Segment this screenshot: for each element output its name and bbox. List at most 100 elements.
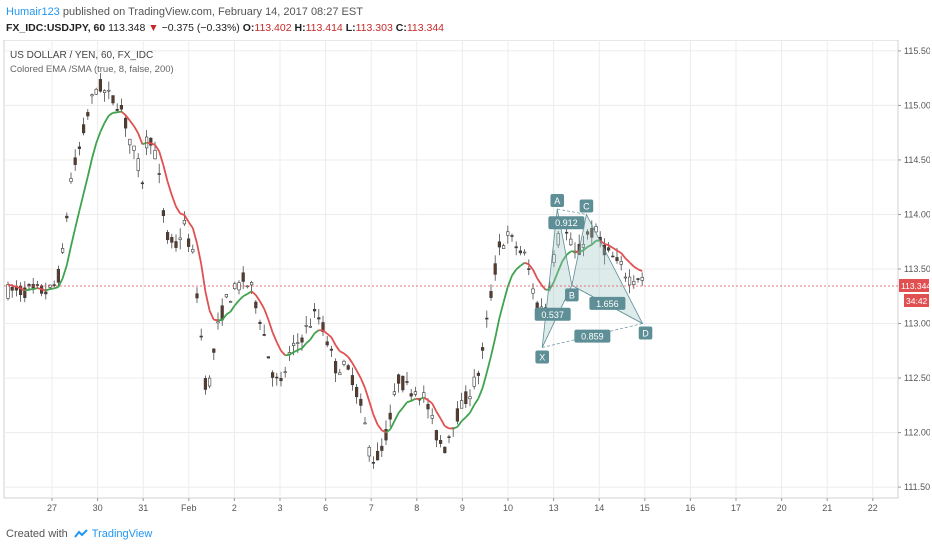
tradingview-logo[interactable]: TradingView (73, 528, 152, 540)
x-tick-label: 14 (594, 503, 604, 513)
ema-segment (566, 250, 572, 256)
candle-body (506, 231, 510, 236)
ema-segment (45, 288, 51, 292)
candle-body (35, 284, 39, 286)
low-label: L: (345, 22, 356, 34)
ema-segment (99, 122, 106, 133)
candle-body (501, 245, 506, 249)
y-tick-label: 115.000 (904, 100, 930, 110)
publish-line: Humair123 published on TradingView.com, … (6, 6, 363, 18)
ema-segment (591, 240, 597, 246)
x-tick-label: 7 (369, 503, 374, 513)
candle-body (82, 124, 86, 134)
ema-segment (142, 141, 147, 146)
candle-body (426, 403, 430, 410)
close-value: 113.344 (406, 22, 445, 34)
candle-body (447, 436, 451, 438)
candle-body (229, 301, 233, 303)
ema-segment (604, 242, 609, 247)
ema-segment (351, 362, 358, 371)
ema-segment (95, 131, 102, 144)
candle-body (170, 237, 174, 243)
candle-body (65, 215, 69, 219)
ema-segment (419, 396, 425, 400)
candle-body (266, 356, 271, 359)
candle-body (90, 94, 94, 97)
candle-body (472, 376, 476, 387)
candle-body (275, 376, 279, 379)
ema-segment (103, 115, 110, 124)
candle-body (443, 446, 447, 454)
ema-segment (372, 414, 379, 425)
pattern-point-label: D (642, 329, 649, 339)
ema-segment (221, 313, 228, 321)
candle-body (199, 335, 203, 338)
pattern-point-label-bg (579, 199, 594, 213)
close-label: C: (395, 22, 407, 34)
candle-body (581, 243, 585, 248)
candle-body (640, 277, 644, 281)
ema-segment (532, 269, 539, 279)
author-link[interactable]: Humair123 (6, 6, 60, 18)
ema-segment (82, 176, 89, 194)
ema-segment (229, 304, 236, 313)
chart-header: Humair123 published on TradingView.com, … (0, 0, 932, 40)
candle-body (107, 89, 111, 92)
ema-segment (285, 353, 290, 357)
ema-segment (24, 288, 30, 292)
candle-body (497, 241, 502, 248)
ema-segment (70, 227, 77, 247)
candle-body (388, 412, 392, 420)
candle-body (632, 280, 636, 285)
candle-body (552, 254, 556, 263)
candle-body (333, 361, 338, 374)
ema-segment (204, 291, 211, 311)
candle-body (338, 372, 342, 376)
candle-body (124, 117, 128, 129)
y-tick-label: 114.000 (904, 209, 930, 219)
ema-segment (637, 268, 643, 272)
ema-segment (330, 336, 337, 346)
price-chart[interactable]: 115.500 115.000 114.500 114.000 113.500 113.0… (2, 40, 930, 518)
candle-body (178, 237, 182, 240)
change-value: −0.375 (−0.33%) (161, 22, 240, 34)
x-tick-label: 9 (460, 503, 465, 513)
created-with: Created with TradingView (6, 528, 152, 540)
ema-segment (74, 210, 81, 229)
ema-segment (301, 342, 307, 349)
candle-body (195, 293, 199, 299)
ema-segment (439, 418, 446, 427)
ema-segment (78, 193, 85, 211)
ema-segment (355, 370, 362, 379)
candle-body (103, 90, 107, 93)
ema-segment (427, 399, 433, 405)
ema-segment (200, 263, 207, 292)
ema-segment (146, 141, 151, 145)
pattern-point-label-bg (565, 288, 579, 302)
chart-area[interactable]: 115.500 115.000 114.500 114.000 113.500 113.0… (2, 40, 930, 518)
published-text: published on TradingView.com, February 1… (62, 6, 363, 18)
ema-segment (402, 401, 408, 409)
candle-body (258, 321, 262, 324)
y-tick-label: 112.500 (904, 373, 930, 383)
y-tick-label: 112.000 (904, 428, 930, 438)
ema-segment (536, 277, 543, 286)
ema-segment (435, 411, 442, 420)
ema-segment (469, 404, 475, 414)
candle-body (44, 291, 48, 295)
candle-body (514, 246, 518, 249)
ema-segment (633, 265, 639, 271)
ema-segment (280, 350, 286, 356)
ema-segment (553, 270, 560, 282)
ema-segment (465, 412, 471, 418)
ema-segment (61, 264, 68, 279)
candle-body (69, 178, 73, 182)
open-label: O: (242, 22, 255, 34)
ema-segment (334, 344, 341, 352)
ema-segment (385, 428, 391, 434)
candle-body (73, 157, 77, 165)
ema-segment (150, 142, 156, 146)
ema-segment (608, 244, 614, 249)
ema-segment (498, 301, 505, 319)
candle-body (359, 398, 363, 406)
